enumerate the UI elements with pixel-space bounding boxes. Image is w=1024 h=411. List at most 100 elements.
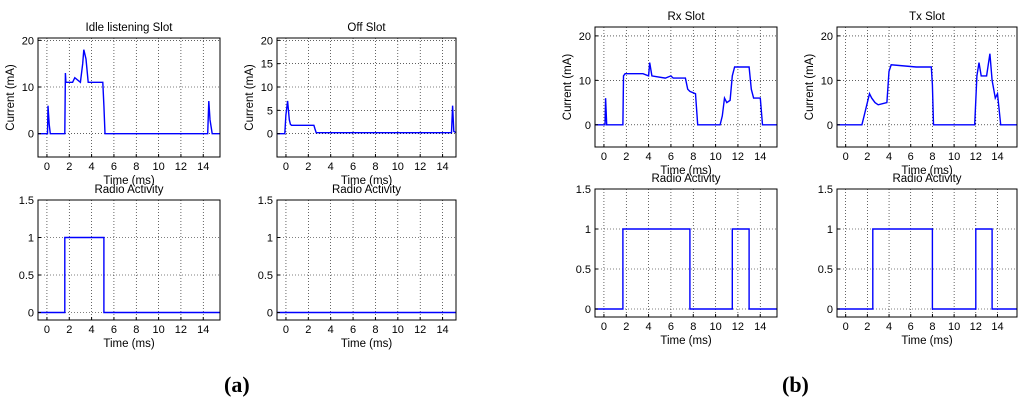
x-tick-label: 0	[283, 161, 289, 173]
series-line	[277, 100, 457, 135]
y-tick-label: 0	[28, 308, 34, 320]
y-tick-label: 10	[22, 82, 34, 94]
chart-title: Idle listening Slot	[86, 22, 174, 34]
x-axis-label: Time (ms)	[660, 165, 711, 177]
x-tick-label: 6	[111, 324, 117, 336]
x-tick-label: 2	[864, 151, 870, 163]
x-axis-label: Time (ms)	[901, 335, 952, 347]
y-tick-label: 10	[821, 75, 833, 87]
chart-title: Radio Activity	[892, 173, 961, 185]
chart-title: Radio Activity	[332, 184, 401, 196]
x-tick-label: 6	[111, 161, 117, 173]
x-tick-label: 12	[970, 321, 982, 333]
x-tick-label: 10	[948, 151, 960, 163]
x-tick-label: 4	[886, 151, 892, 163]
series-line	[38, 236, 220, 314]
y-tick-label: 0.5	[258, 270, 273, 282]
y-tick-label: 1	[585, 224, 591, 236]
y-tick-label: 0.5	[576, 264, 591, 276]
x-tick-label: 14	[436, 324, 448, 336]
x-tick-label: 8	[133, 324, 139, 336]
x-tick-label: 14	[197, 324, 209, 336]
x-tick-label: 12	[175, 161, 187, 173]
x-tick-label: 8	[929, 321, 935, 333]
series-line	[595, 228, 777, 310]
plot-frame	[37, 199, 221, 321]
x-tick-label: 2	[305, 161, 311, 173]
x-tick-label: 12	[414, 161, 426, 173]
y-tick-label: 1	[267, 233, 273, 245]
plot-frame	[276, 199, 457, 321]
x-tick-label: 4	[328, 161, 334, 173]
y-tick-label: 0	[827, 304, 833, 316]
x-tick-label: 2	[66, 161, 72, 173]
chart-title: Tx Slot	[909, 11, 946, 23]
y-tick-label: 1	[28, 233, 34, 245]
y-tick-label: 1.5	[576, 184, 591, 196]
y-axis-label: Current (mA)	[5, 64, 17, 131]
y-tick-label: 1.5	[19, 195, 34, 207]
x-tick-label: 2	[66, 324, 72, 336]
y-tick-label: 10	[579, 75, 591, 87]
x-tick-label: 10	[948, 321, 960, 333]
x-tick-label: 6	[668, 321, 674, 333]
plot-frame	[594, 26, 778, 148]
x-tick-label: 8	[690, 321, 696, 333]
x-tick-label: 14	[754, 321, 766, 333]
x-tick-label: 8	[372, 324, 378, 336]
chart-title: Off Slot	[347, 22, 386, 34]
y-tick-label: 0	[585, 120, 591, 132]
x-tick-label: 0	[843, 321, 849, 333]
y-tick-label: 0	[827, 120, 833, 132]
chart-7: 0 2 4 6 8 10 12 14 0 0.5 1 1.5 Radio Activity Time (m…	[576, 173, 778, 347]
x-axis-label: Time (ms)	[103, 338, 154, 350]
x-tick-label: 4	[328, 324, 334, 336]
chart-title: Rx Slot	[667, 11, 705, 23]
x-tick-label: 0	[601, 151, 607, 163]
panel-label-b: (b)	[782, 372, 809, 397]
x-tick-label: 0	[44, 324, 50, 336]
y-tick-label: 0	[267, 129, 273, 141]
x-tick-label: 6	[350, 161, 356, 173]
x-tick-label: 14	[754, 151, 766, 163]
x-tick-label: 10	[392, 324, 404, 336]
y-tick-label: 5	[267, 105, 273, 117]
x-tick-label: 14	[991, 151, 1003, 163]
chart-2: 0 2 4 6 8 10 12 14 0 5 10 15 20 Off Slot Time (ms) Curr…	[244, 22, 457, 187]
chart-6: 0 2 4 6 8 10 12 14 0 10 20 Tx Slot Time (ms) Current …	[804, 11, 1018, 177]
x-tick-label: 6	[350, 324, 356, 336]
x-tick-label: 14	[436, 161, 448, 173]
chart-4: 0 2 4 6 8 10 12 14 0 0.5 1 1.5 Radio Activity Time (m…	[258, 184, 457, 350]
x-axis-label: Time (ms)	[660, 335, 711, 347]
x-tick-label: 4	[886, 321, 892, 333]
x-tick-label: 12	[970, 151, 982, 163]
x-tick-label: 12	[175, 324, 187, 336]
x-tick-label: 8	[929, 151, 935, 163]
x-tick-label: 4	[646, 321, 652, 333]
x-tick-label: 10	[709, 321, 721, 333]
y-tick-label: 1.5	[258, 195, 273, 207]
plot-frame	[276, 37, 457, 158]
y-tick-label: 0	[267, 308, 273, 320]
x-tick-label: 6	[908, 151, 914, 163]
chart-1: 0 2 4 6 8 10 12 14 0 10 20 Idle listening Slot Time …	[5, 22, 221, 187]
x-tick-label: 0	[601, 321, 607, 333]
chart-title: Radio Activity	[94, 184, 163, 196]
x-tick-label: 12	[732, 321, 744, 333]
series-line	[595, 62, 777, 126]
plot-frame	[836, 26, 1018, 148]
y-axis-label: Current (mA)	[244, 64, 256, 131]
x-tick-label: 0	[843, 151, 849, 163]
y-tick-label: 10	[261, 82, 273, 94]
chart-5: 0 2 4 6 8 10 12 14 0 10 20 Rx Slot Time (ms) Current …	[562, 11, 778, 177]
x-tick-label: 2	[623, 321, 629, 333]
x-axis-label: Time (ms)	[341, 338, 392, 350]
y-tick-label: 1.5	[818, 184, 833, 196]
x-tick-label: 8	[133, 161, 139, 173]
y-tick-label: 20	[261, 35, 273, 47]
y-tick-label: 0.5	[19, 270, 34, 282]
y-tick-label: 20	[821, 31, 833, 43]
series-line	[837, 53, 1017, 126]
chart-8: 0 2 4 6 8 10 12 14 0 0.5 1 1.5 Radio Activity Time (m…	[818, 173, 1018, 347]
